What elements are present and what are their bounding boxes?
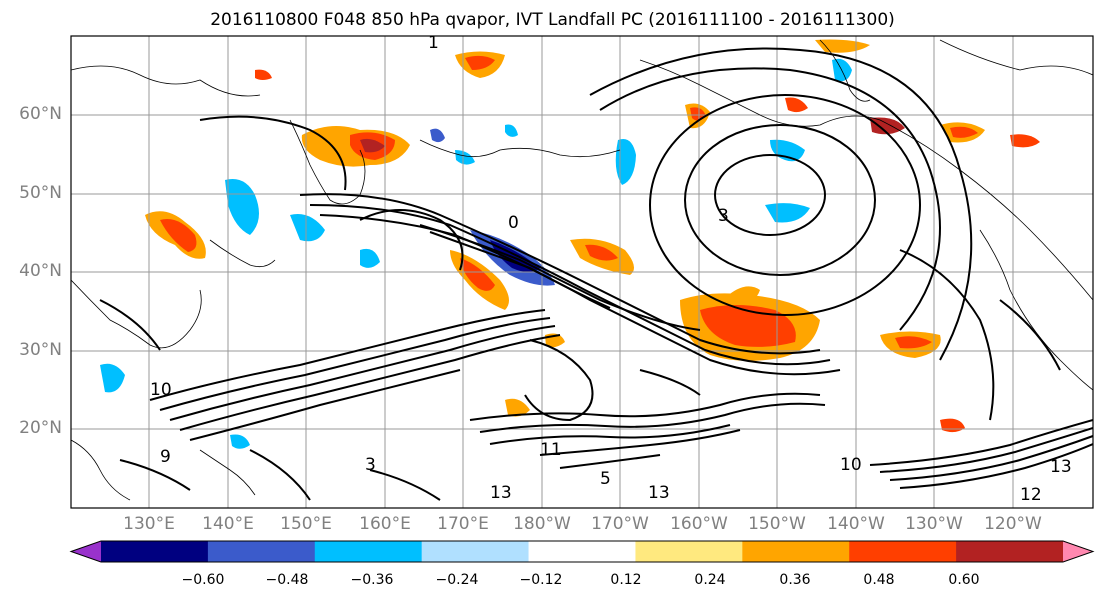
contour-label: 5 (600, 469, 611, 489)
contour-label-group: 1 3 0 3 10 11 13 12 9 10 13 5 13 (150, 33, 1072, 505)
lon-label: 130°W (905, 514, 963, 534)
contour-label: 12 (1020, 485, 1042, 505)
colorbar-segment (314, 541, 423, 562)
lat-label: 50°N (19, 183, 62, 203)
lon-label: 160°E (359, 514, 411, 534)
lon-label: 150°E (280, 514, 332, 534)
colorbar-extend-high (1063, 541, 1093, 562)
contour-label: 10 (150, 380, 172, 400)
colorbar-tick-label: −0.60 (181, 572, 225, 588)
map-frame (70, 35, 1094, 509)
contour-label: 3 (365, 455, 376, 475)
colorbar-segment (207, 541, 316, 562)
contour-label: 1 (428, 33, 439, 53)
colorbar-segment (635, 541, 743, 562)
lat-label: 30°N (19, 340, 62, 360)
lon-label: 170°W (591, 514, 649, 534)
colorbar-tick-label: −0.48 (265, 572, 309, 588)
lon-label: 140°E (202, 514, 254, 534)
colorbar-segment (421, 541, 530, 562)
contour-label: 13 (1050, 457, 1072, 477)
colorbar-tick-label: −0.36 (350, 572, 394, 588)
contour-label: 3 (718, 206, 729, 226)
colorbar-tick-label: 0.12 (610, 572, 642, 588)
colorbar-segment (849, 541, 957, 562)
colorbar-outline (69, 540, 1095, 563)
lon-label: 120°W (984, 514, 1042, 534)
lon-label: 180°W (513, 514, 571, 534)
contour-label: 10 (840, 455, 862, 475)
contour-label: 9 (160, 447, 171, 467)
colorbar-tick-label: 0.36 (779, 572, 811, 588)
lon-label: 150°W (748, 514, 806, 534)
colorbar-tick-label: 0.60 (948, 572, 980, 588)
lon-label: 160°W (670, 514, 728, 534)
colorbar-segment (956, 541, 1064, 562)
colorbar-segment (101, 541, 209, 562)
colorbar-extend-low (71, 541, 101, 562)
colorbar-tick-label: 0.48 (863, 572, 895, 588)
colorbar (69, 540, 1095, 563)
colorbar-tick-label: −0.24 (435, 572, 479, 588)
map-title: 2016110800 F048 850 hPa qvapor, IVT Land… (210, 10, 895, 30)
lat-label: 20°N (19, 418, 62, 438)
lon-label: 130°E (123, 514, 175, 534)
colorbar-segment (528, 541, 636, 562)
ivt-contours (99, 47, 1093, 501)
lat-label: 60°N (19, 104, 62, 124)
colorbar-segment (742, 541, 850, 562)
contour-label: 11 (540, 440, 562, 460)
colorbar-tick-label: −0.12 (519, 572, 563, 588)
lat-label: 40°N (19, 261, 62, 281)
contour-label: 13 (490, 483, 512, 503)
colorbar-tick-label: 0.24 (694, 572, 726, 588)
contour-label: 13 (648, 483, 670, 503)
lon-label: 170°E (437, 514, 489, 534)
contour-label: 0 (508, 213, 519, 233)
lon-label: 140°W (827, 514, 885, 534)
